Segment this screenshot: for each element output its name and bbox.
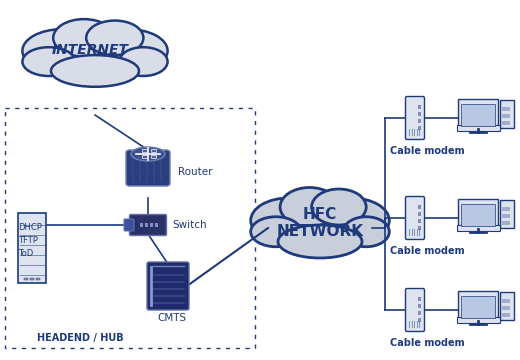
Bar — [155, 223, 158, 227]
Bar — [418, 212, 421, 216]
Text: DHCP
TFTP
ToD: DHCP TFTP ToD — [18, 223, 42, 258]
FancyBboxPatch shape — [458, 291, 498, 321]
Bar — [502, 313, 510, 317]
Ellipse shape — [51, 55, 139, 87]
Text: HEADEND / HUB: HEADEND / HUB — [37, 333, 123, 343]
Bar — [418, 297, 421, 301]
Bar — [418, 318, 421, 322]
FancyBboxPatch shape — [406, 197, 424, 239]
Ellipse shape — [251, 217, 301, 247]
Bar — [418, 219, 421, 223]
FancyBboxPatch shape — [500, 292, 514, 320]
Bar — [30, 278, 34, 280]
FancyBboxPatch shape — [461, 104, 495, 126]
Bar — [502, 207, 510, 211]
Ellipse shape — [278, 225, 362, 258]
Text: Switch: Switch — [172, 220, 206, 230]
Ellipse shape — [251, 198, 327, 243]
Text: Cable modem: Cable modem — [389, 146, 464, 156]
FancyBboxPatch shape — [126, 150, 170, 186]
FancyBboxPatch shape — [147, 262, 189, 310]
FancyBboxPatch shape — [129, 215, 166, 235]
Ellipse shape — [86, 21, 144, 55]
Ellipse shape — [53, 19, 115, 57]
Bar — [140, 223, 143, 227]
Bar — [151, 148, 156, 152]
Ellipse shape — [131, 147, 165, 161]
FancyBboxPatch shape — [458, 99, 498, 129]
Bar — [24, 278, 28, 280]
FancyBboxPatch shape — [458, 318, 500, 324]
Bar — [502, 107, 510, 111]
Bar — [502, 114, 510, 118]
Text: Cable modem: Cable modem — [389, 338, 464, 348]
FancyBboxPatch shape — [461, 296, 495, 318]
Bar — [151, 154, 156, 158]
Ellipse shape — [119, 47, 167, 76]
Bar — [502, 221, 510, 225]
Bar — [502, 306, 510, 310]
Text: CMTS: CMTS — [158, 313, 187, 323]
Bar — [418, 112, 421, 116]
FancyBboxPatch shape — [458, 225, 500, 231]
Bar — [418, 311, 421, 315]
Ellipse shape — [88, 29, 167, 72]
FancyBboxPatch shape — [124, 219, 134, 231]
Bar — [418, 205, 421, 209]
FancyBboxPatch shape — [18, 213, 46, 283]
Ellipse shape — [343, 217, 389, 247]
Ellipse shape — [22, 47, 75, 76]
Bar — [145, 223, 148, 227]
Bar — [142, 148, 147, 152]
Bar — [36, 278, 40, 280]
Text: INTERNET: INTERNET — [51, 43, 128, 57]
Bar — [418, 126, 421, 130]
Bar — [418, 119, 421, 123]
Ellipse shape — [311, 189, 366, 225]
Bar — [502, 214, 510, 218]
Ellipse shape — [280, 188, 339, 226]
FancyBboxPatch shape — [406, 288, 424, 332]
FancyBboxPatch shape — [500, 200, 514, 228]
Ellipse shape — [42, 31, 148, 85]
Text: Cable modem: Cable modem — [389, 246, 464, 256]
Ellipse shape — [22, 29, 101, 72]
Bar — [142, 154, 147, 158]
Bar — [502, 299, 510, 303]
FancyBboxPatch shape — [500, 100, 514, 128]
Ellipse shape — [314, 198, 389, 243]
FancyBboxPatch shape — [406, 96, 424, 139]
Bar — [418, 226, 421, 230]
Bar — [150, 223, 153, 227]
Text: HFC
NETWORK: HFC NETWORK — [277, 207, 363, 239]
Bar — [502, 121, 510, 125]
Ellipse shape — [269, 199, 370, 256]
Text: Router: Router — [178, 167, 213, 177]
FancyBboxPatch shape — [458, 126, 500, 131]
FancyBboxPatch shape — [458, 199, 498, 229]
FancyBboxPatch shape — [461, 204, 495, 226]
Bar — [418, 105, 421, 109]
Bar — [418, 304, 421, 308]
